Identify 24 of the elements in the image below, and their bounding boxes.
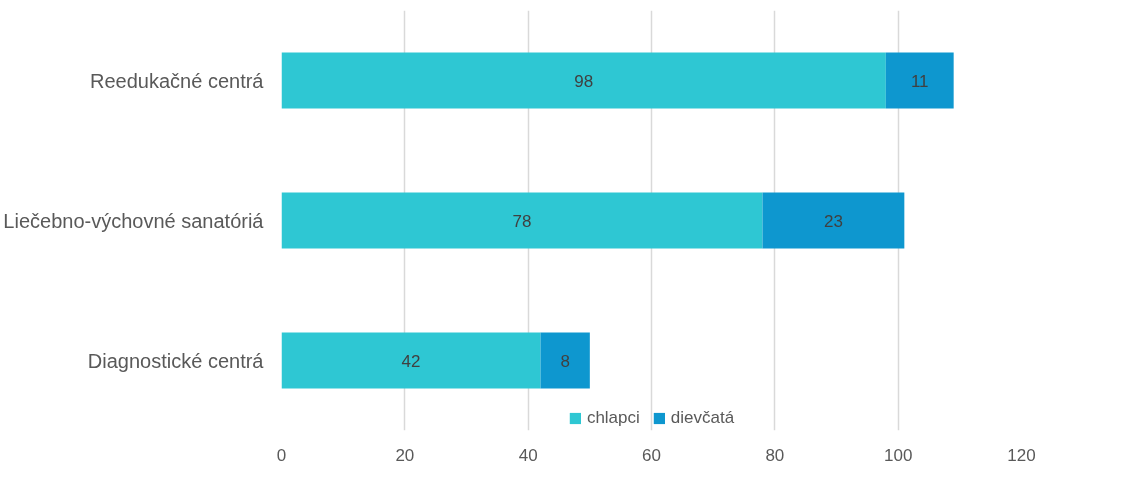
x-tick-label: 40 (518, 445, 538, 465)
bar (281, 332, 541, 389)
data-label: 8 (560, 351, 570, 371)
bar (762, 192, 905, 249)
legend-label: chlapci (586, 408, 640, 428)
y-tick-label: Liečebno-výchovné sanatóriá (3, 209, 265, 232)
bar (281, 192, 763, 249)
legend-label: dievčatá (670, 408, 735, 428)
y-tick-label: Diagnostické centrá (87, 349, 265, 372)
data-label: 98 (574, 71, 594, 91)
x-tick-label: 20 (395, 445, 415, 465)
bar (540, 332, 590, 389)
bar (281, 52, 886, 109)
data-label: 42 (401, 351, 421, 371)
data-label: 23 (823, 211, 843, 231)
x-tick-label: 0 (276, 445, 287, 465)
x-tick-label: 100 (883, 445, 913, 465)
y-tick-label: Reedukačné centrá (90, 69, 265, 92)
bar (885, 52, 954, 109)
data-label: 11 (910, 71, 929, 91)
data-label: 78 (512, 211, 532, 231)
x-tick-label: 60 (642, 445, 661, 465)
x-tick-label: 80 (765, 445, 785, 465)
x-tick-label: 120 (1007, 445, 1036, 465)
